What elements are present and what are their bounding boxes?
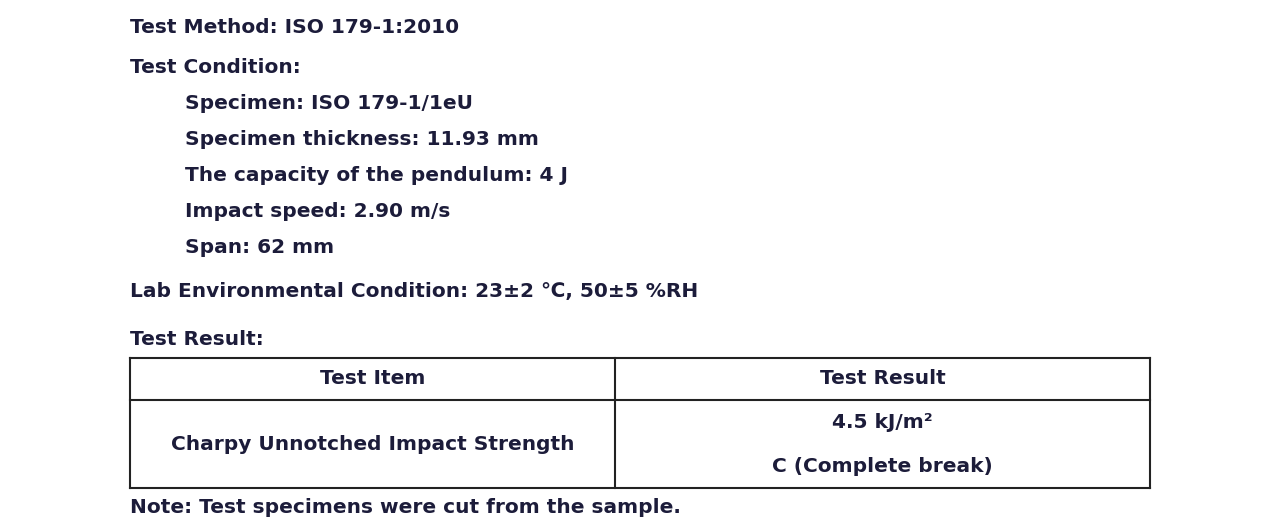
Text: Test Method: ISO 179-1:2010: Test Method: ISO 179-1:2010 [131, 18, 460, 37]
Text: Test Result: Test Result [819, 369, 946, 388]
Text: Specimen thickness: 11.93 mm: Specimen thickness: 11.93 mm [186, 130, 539, 149]
Text: Charpy Unnotched Impact Strength: Charpy Unnotched Impact Strength [170, 435, 575, 454]
Text: Impact speed: 2.90 m/s: Impact speed: 2.90 m/s [186, 202, 451, 221]
Text: Span: 62 mm: Span: 62 mm [186, 238, 334, 257]
Text: Test Item: Test Item [320, 369, 425, 388]
Text: Note: Test specimens were cut from the sample.: Note: Test specimens were cut from the s… [131, 498, 681, 517]
Text: 4.5 kJ/m²: 4.5 kJ/m² [832, 412, 933, 431]
Text: Test Condition:: Test Condition: [131, 58, 301, 77]
Text: Lab Environmental Condition: 23±2 ℃, 50±5 %RH: Lab Environmental Condition: 23±2 ℃, 50±… [131, 282, 699, 301]
Text: Specimen: ISO 179-1/1eU: Specimen: ISO 179-1/1eU [186, 94, 474, 113]
Text: C (Complete break): C (Complete break) [772, 456, 993, 475]
Text: The capacity of the pendulum: 4 J: The capacity of the pendulum: 4 J [186, 166, 568, 185]
Text: Test Result:: Test Result: [131, 330, 264, 349]
